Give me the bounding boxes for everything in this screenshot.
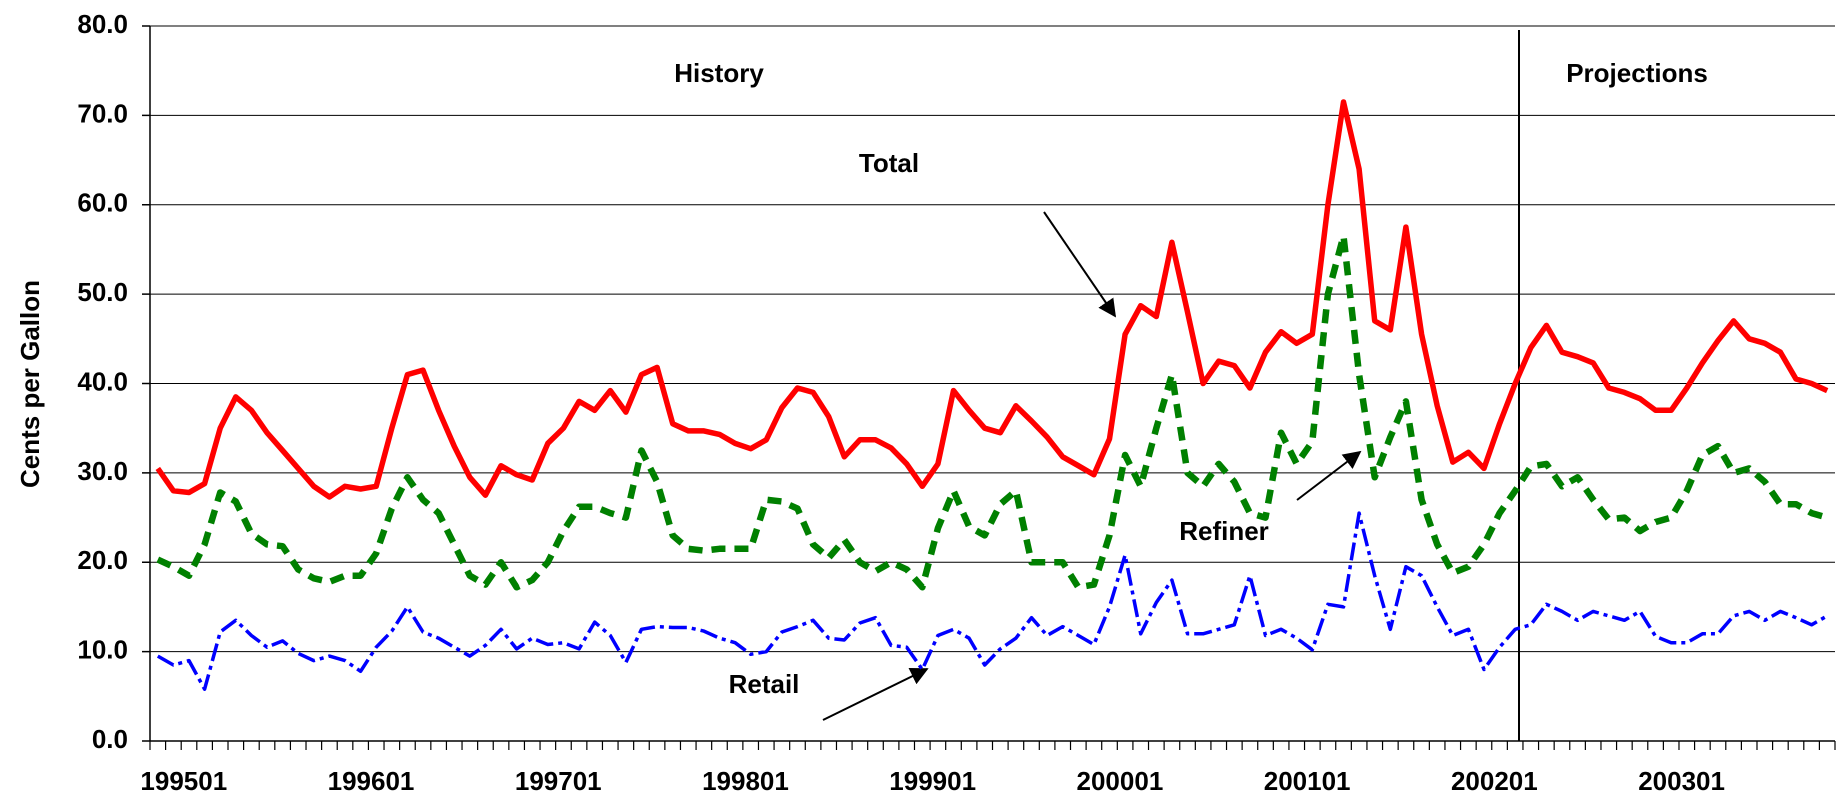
x-tick-label: 200001 (1077, 766, 1164, 796)
x-tick-label: 199501 (140, 766, 227, 796)
arrow (1296, 450, 1362, 501)
annotation: History (674, 58, 764, 88)
series-label: Total (859, 148, 919, 178)
annotation: Projections (1566, 58, 1708, 88)
arrow (1043, 211, 1117, 318)
y-tick-label: 10.0 (77, 635, 128, 665)
series-line (156, 511, 1829, 691)
x-tick-label: 200101 (1264, 766, 1351, 796)
series-line (156, 232, 1829, 591)
x-tick-label: 199801 (702, 766, 789, 796)
x-tick-label: 200201 (1451, 766, 1538, 796)
y-tick-label: 0.0 (92, 724, 128, 754)
y-tick-label: 70.0 (77, 98, 128, 128)
y-tick-label: 40.0 (77, 366, 128, 396)
x-tick-label: 199701 (515, 766, 602, 796)
x-tick-label: 199601 (328, 766, 415, 796)
y-tick-label: 50.0 (77, 277, 128, 307)
y-tick-label: 80.0 (77, 9, 128, 39)
y-axis-label: Cents per Gallon (15, 280, 45, 488)
series-label: Retail (729, 669, 800, 699)
y-tick-label: 60.0 (77, 188, 128, 218)
series-line (155, 99, 1829, 500)
y-tick-label: 20.0 (77, 545, 128, 575)
series-label: Refiner (1179, 516, 1269, 546)
x-tick-label: 199901 (889, 766, 976, 796)
x-tick-label: 200301 (1638, 766, 1725, 796)
arrow (822, 668, 929, 721)
y-tick-label: 30.0 (77, 456, 128, 486)
